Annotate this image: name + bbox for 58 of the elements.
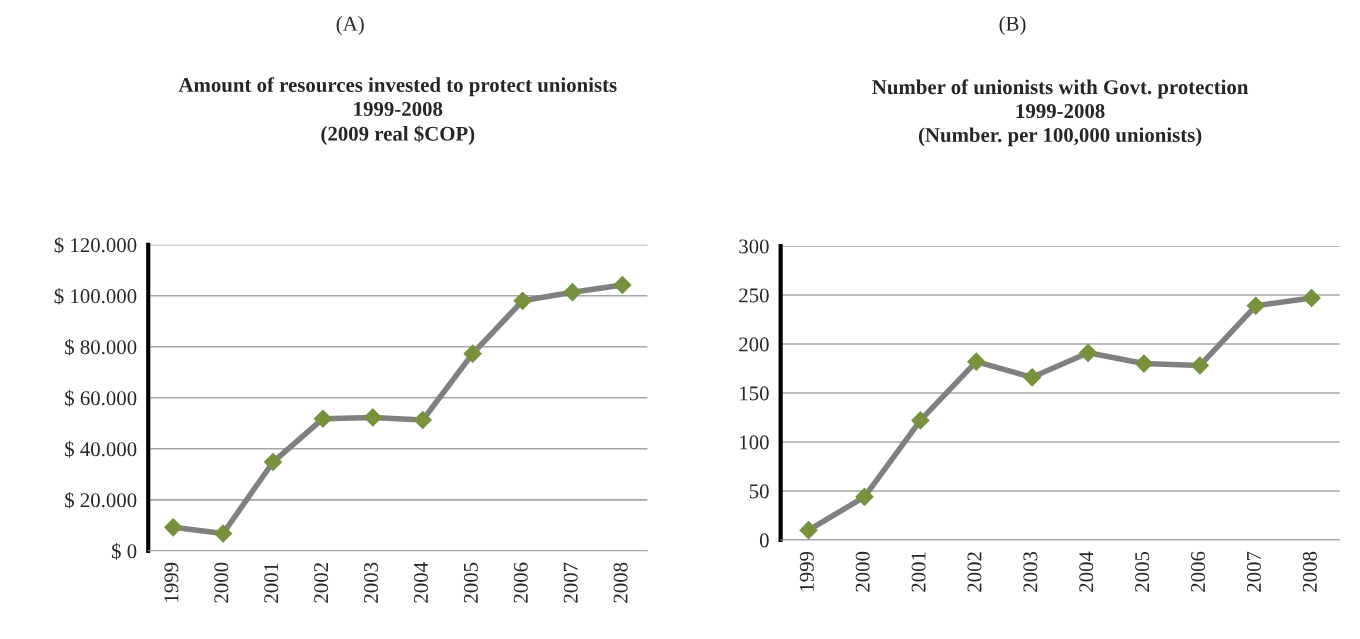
x-tick-label: 2004: [1079, 551, 1094, 592]
point: [213, 524, 233, 543]
x-tick-label: 2004: [413, 562, 428, 603]
x-tick-label: 2000: [855, 551, 870, 592]
x-tick-label: 2001: [911, 552, 926, 592]
point: [363, 408, 383, 427]
y-tick-label: 200: [739, 337, 769, 352]
text: (B): [999, 16, 1026, 36]
point: [463, 344, 482, 363]
point: [613, 275, 632, 295]
x-tick-label: 2000: [214, 562, 229, 603]
y-tick-label: 300: [739, 239, 769, 254]
y-tick-label: $ 60.000: [65, 389, 137, 407]
x-tick-label: 2005: [463, 562, 478, 603]
point: [1022, 367, 1042, 387]
y-tick-label: 250: [739, 288, 769, 303]
point: [855, 487, 874, 507]
x-tick-label: 2002: [967, 552, 982, 592]
y-tick-label: 150: [740, 386, 769, 401]
chart-title: Amount of resources invested to protect unionists 1999-2008 (2009 real $COP): [178, 77, 617, 146]
point: [966, 352, 986, 371]
point: [1246, 296, 1266, 316]
point: [1134, 354, 1154, 373]
x-tick-label: 2003: [364, 562, 379, 603]
point: [513, 291, 532, 311]
point: [413, 410, 433, 430]
x-tick-label: 2002: [314, 563, 329, 603]
point: [1302, 288, 1321, 308]
y-tick-label: 100: [740, 435, 769, 450]
y-tick-label: 50: [749, 484, 769, 499]
x-tick-label: 1999: [164, 562, 179, 602]
point: [313, 409, 333, 429]
x-tick-label: 2001: [264, 563, 279, 603]
text: (A): [336, 16, 364, 36]
x-tick-label: 2008: [613, 562, 628, 603]
point: [1078, 343, 1098, 363]
x-tick-label: 2008: [1302, 551, 1317, 592]
y-tick-label: $ 100.000: [54, 287, 137, 305]
y-tick-label: $ 0: [111, 542, 137, 560]
y-tick-label: $ 40.000: [65, 440, 137, 458]
chart-title: Number of unionists with Govt. protection 1999-2008 (Number. per 100,000 unionists): [872, 79, 1249, 147]
point: [163, 518, 183, 537]
point: [911, 411, 930, 430]
point: [263, 452, 283, 472]
point: [1190, 356, 1210, 375]
y-tick-label: $ 120.000: [54, 236, 137, 254]
x-tick-label: 2007: [563, 562, 578, 603]
point: [563, 282, 582, 302]
x-tick-label: 2007: [1246, 551, 1261, 592]
x-tick-label: 2005: [1135, 551, 1150, 592]
x-tick-label: 2003: [1023, 551, 1038, 592]
x-tick-label: 2006: [513, 562, 528, 603]
y-tick-label: $ 20.000: [65, 491, 137, 509]
x-tick-label: 1999: [799, 551, 814, 591]
x-tick-label: 2006: [1191, 551, 1206, 592]
y-tick-label: 0: [759, 533, 769, 548]
point: [799, 520, 818, 540]
y-tick-label: $ 80.000: [65, 338, 137, 356]
